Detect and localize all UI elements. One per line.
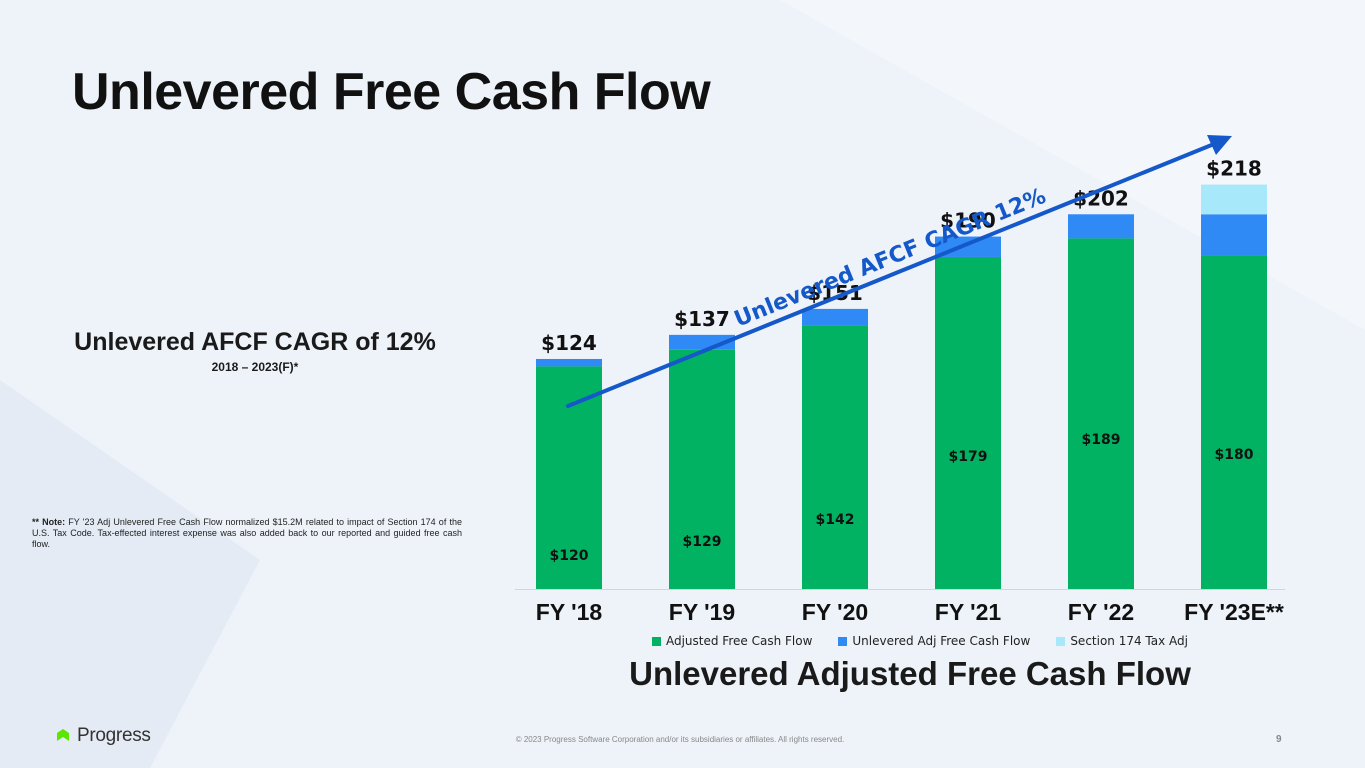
bar-segment-adjusted-fcf xyxy=(669,349,735,589)
bar-segment-unlevered-adj-fcf xyxy=(1068,214,1134,239)
bar-segment-adjusted-fcf xyxy=(1201,255,1267,589)
bar-total-label: $190 xyxy=(940,209,996,233)
cagr-summary: Unlevered AFCF CAGR of 12% 2018 – 2023(F… xyxy=(40,328,470,374)
bar-segment-adjusted-fcf xyxy=(1068,238,1134,589)
bar-segment-adjusted-fcf xyxy=(802,325,868,589)
bar-total-label: $218 xyxy=(1206,157,1262,181)
legend-item-unlevered-adj-fcf: Unlevered Adj Free Cash Flow xyxy=(838,634,1030,648)
legend-item-adjusted-fcf: Adjusted Free Cash Flow xyxy=(651,634,813,648)
bar-segment-unlevered-adj-fcf xyxy=(536,358,602,367)
bar-value-label: $129 xyxy=(683,534,722,550)
bar-segment-section-174 xyxy=(1201,184,1267,215)
bar-segment-unlevered-adj-fcf xyxy=(802,308,868,326)
trend-label: Unlevered AFCF CAGR 12% xyxy=(731,184,1050,333)
bar-segment-adjusted-fcf xyxy=(935,256,1001,589)
legend-swatch-lightblue xyxy=(1056,636,1066,646)
progress-logo: Progress xyxy=(55,725,151,747)
bar-total-label: $137 xyxy=(674,307,730,331)
x-tick-label: FY '19 xyxy=(669,599,735,625)
page-title: Unlevered Free Cash Flow xyxy=(72,63,711,121)
legend-swatch-blue xyxy=(838,636,848,646)
legend-item-section-174: Section 174 Tax Adj xyxy=(1056,634,1188,648)
trend-arrow-head xyxy=(1207,135,1232,155)
bar-total-label: $124 xyxy=(541,331,597,355)
bar-value-label: $179 xyxy=(949,449,988,465)
stacked-bar-chart: $120 $124 FY '18 $129 $137 FY '19 $142 $151 FY '… xyxy=(515,135,1285,625)
legend-label: Adjusted Free Cash Flow xyxy=(665,634,813,648)
progress-logo-icon xyxy=(57,729,69,741)
bar-value-label: $180 xyxy=(1215,447,1254,463)
legend-label: Section 174 Tax Adj xyxy=(1070,634,1188,648)
page-number: 9 xyxy=(1276,734,1282,745)
bar-value-label: $189 xyxy=(1082,432,1121,448)
copyright-footer: © 2023 Progress Software Corporation and… xyxy=(515,735,845,744)
x-tick-label: FY '20 xyxy=(802,599,868,625)
footnote: ** Note: FY '23 Adj Unlevered Free Cash … xyxy=(32,517,462,550)
cagr-title: Unlevered AFCF CAGR of 12% xyxy=(74,328,436,356)
trend-arrow-line xyxy=(566,142,1216,408)
legend-label: Unlevered Adj Free Cash Flow xyxy=(852,634,1031,648)
chart-legend: Adjusted Free Cash Flow Unlevered Adj Fr… xyxy=(590,634,1250,648)
x-tick-label: FY '18 xyxy=(536,599,603,625)
x-tick-label: FY '22 xyxy=(1068,599,1134,625)
footnote-text: FY '23 Adj Unlevered Free Cash Flow norm… xyxy=(32,517,462,549)
bar-value-label: $142 xyxy=(816,512,855,528)
legend-swatch-green xyxy=(651,636,661,646)
logo-text: Progress xyxy=(77,725,151,746)
chart-caption: Unlevered Adjusted Free Cash Flow xyxy=(629,655,1191,692)
cagr-period: 2018 – 2023(F)* xyxy=(211,360,299,374)
bar-segment-unlevered-adj-fcf xyxy=(1201,214,1267,256)
x-tick-label: FY '23E** xyxy=(1184,599,1284,625)
footnote-label: ** Note: xyxy=(32,517,66,527)
bar-total-label: $151 xyxy=(807,281,863,305)
bar-value-label: $120 xyxy=(550,548,589,564)
x-tick-label: FY '21 xyxy=(935,599,1002,625)
